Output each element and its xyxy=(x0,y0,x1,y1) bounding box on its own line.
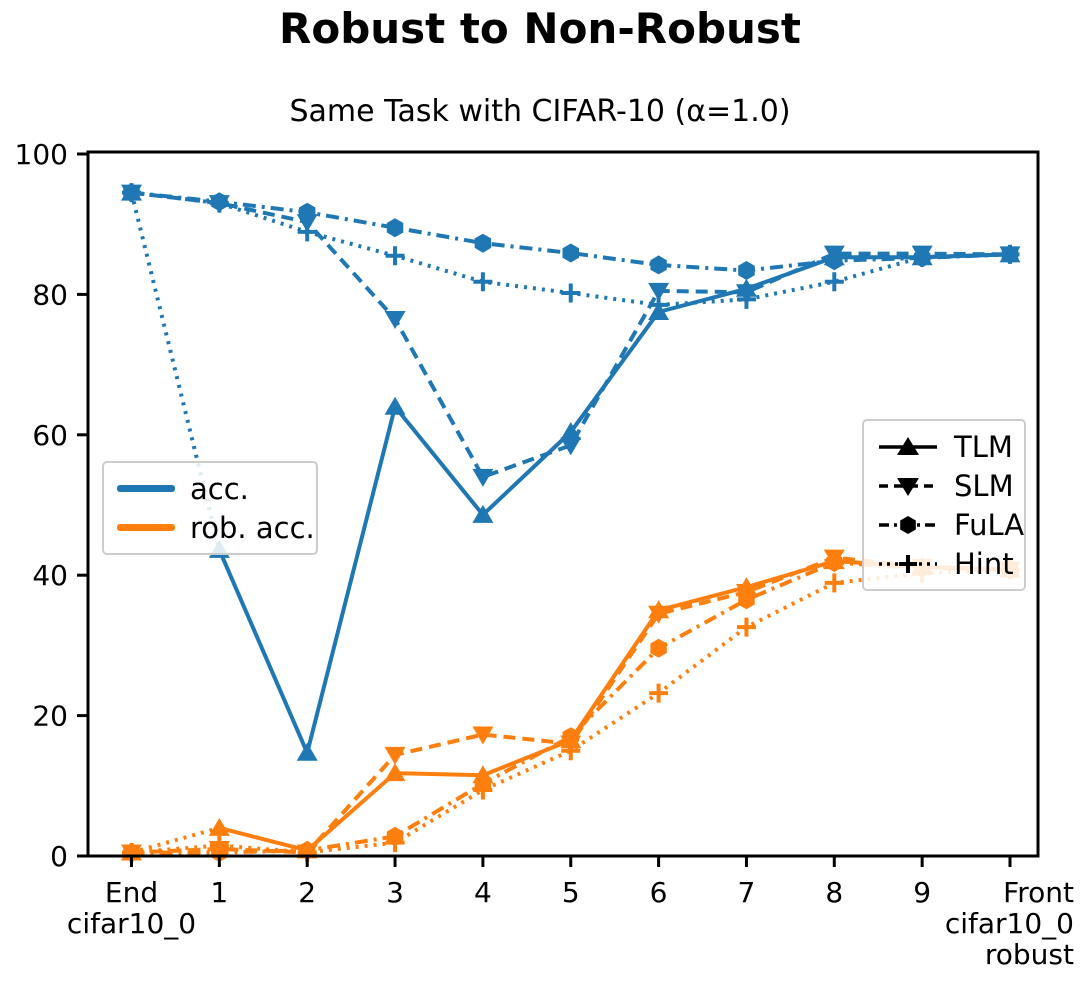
svg-text:8: 8 xyxy=(825,876,843,909)
legend-label-acc: acc. xyxy=(190,471,249,506)
rob-acc-line-swatch xyxy=(117,524,175,531)
legend-label-hint: Hint xyxy=(954,546,1014,581)
legend-label-slm: SLM xyxy=(954,468,1014,503)
legend-item-slm: SLM xyxy=(864,466,1024,505)
svg-text:End: End xyxy=(105,876,158,909)
svg-text:robust: robust xyxy=(985,938,1074,971)
svg-text:6: 6 xyxy=(650,876,668,909)
legend-label-tlm: TLM xyxy=(954,429,1013,464)
figure-title: Robust to Non-Robust xyxy=(279,4,801,53)
method-legend: TLM SLM FuLA Hint xyxy=(862,419,1026,591)
svg-text:0: 0 xyxy=(50,840,68,873)
svg-text:5: 5 xyxy=(562,876,580,909)
svg-text:80: 80 xyxy=(32,278,68,311)
svg-text:20: 20 xyxy=(32,700,68,733)
svg-text:60: 60 xyxy=(32,419,68,452)
svg-text:9: 9 xyxy=(913,876,931,909)
legend-label-rob-acc: rob. acc. xyxy=(190,510,315,545)
svg-text:3: 3 xyxy=(386,876,404,909)
fula-dashdot-hexagon-icon xyxy=(879,515,937,534)
axes-title: Same Task with CIFAR-10 (α=1.0) xyxy=(289,94,791,129)
metric-legend: acc. rob. acc. xyxy=(102,461,318,555)
hint-dotted-plus-icon xyxy=(879,554,937,573)
legend-item-fula: FuLA xyxy=(864,505,1024,544)
svg-text:2: 2 xyxy=(298,876,316,909)
svg-text:40: 40 xyxy=(32,559,68,592)
svg-text:1: 1 xyxy=(210,876,228,909)
legend-item-acc: acc. xyxy=(104,469,316,508)
svg-text:7: 7 xyxy=(738,876,756,909)
svg-text:Front: Front xyxy=(1003,876,1074,909)
svg-text:cifar10_0: cifar10_0 xyxy=(945,907,1074,940)
legend-item-tlm: TLM xyxy=(864,427,1024,466)
legend-item-hint: Hint xyxy=(864,544,1024,583)
legend-item-rob-acc: rob. acc. xyxy=(104,508,316,547)
acc-line-swatch xyxy=(117,485,175,492)
svg-text:4: 4 xyxy=(474,876,492,909)
svg-text:cifar10_0: cifar10_0 xyxy=(67,907,196,940)
svg-text:100: 100 xyxy=(15,138,68,171)
tlm-solid-triangle-up-icon xyxy=(879,436,937,455)
legend-label-fula: FuLA xyxy=(954,507,1025,542)
slm-dashed-triangle-down-icon xyxy=(879,477,937,496)
